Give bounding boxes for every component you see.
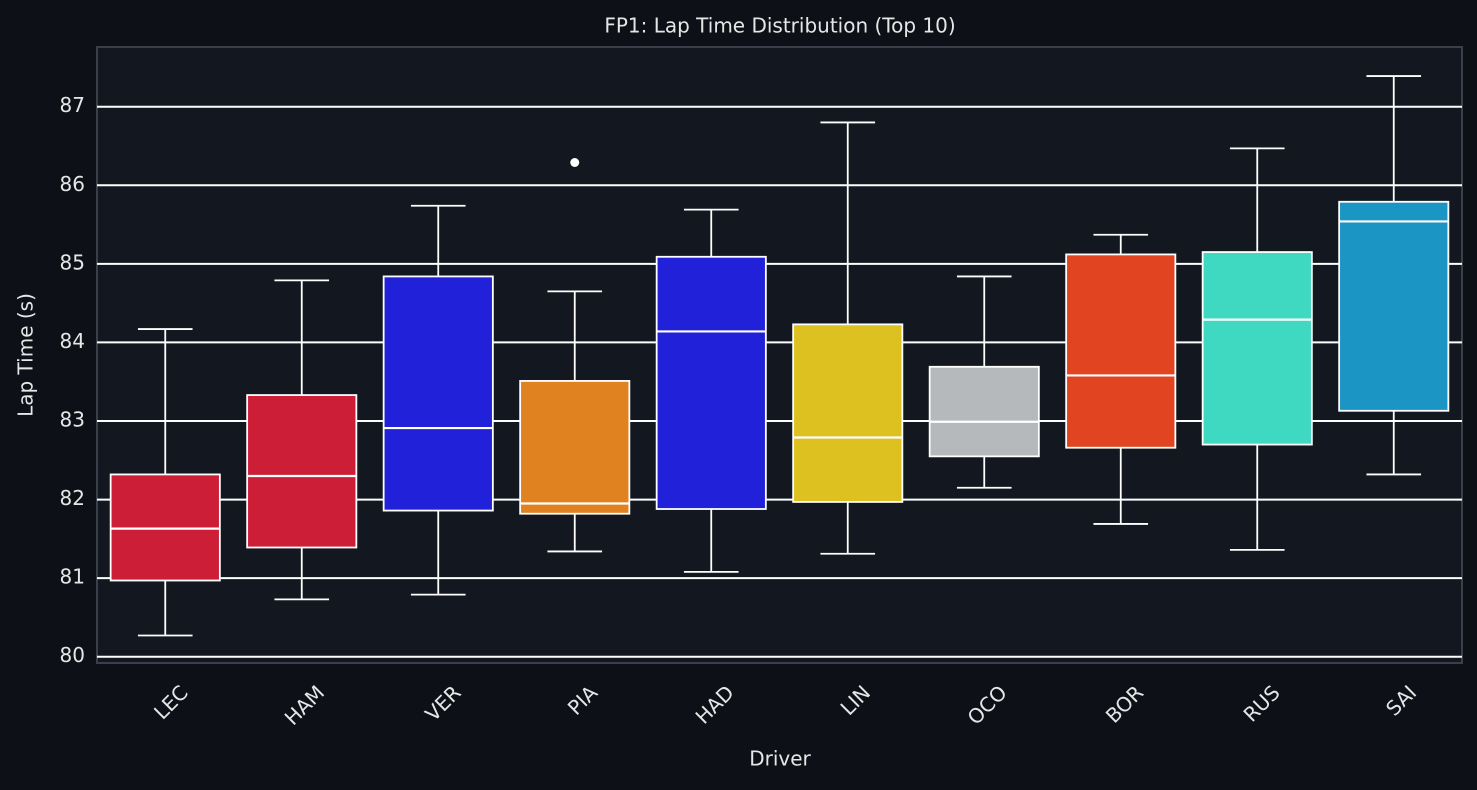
y-tick-label: 84 xyxy=(60,329,85,353)
box xyxy=(655,255,767,510)
box xyxy=(1338,200,1450,412)
y-tick-label: 80 xyxy=(60,643,85,667)
y-tick-label: 82 xyxy=(60,486,85,510)
box xyxy=(109,473,221,582)
y-tick-label: 83 xyxy=(60,408,85,432)
y-tick-label: 86 xyxy=(60,172,85,196)
box xyxy=(1201,251,1313,446)
box xyxy=(519,380,631,515)
box xyxy=(382,275,494,512)
y-axis-label: Lap Time (s) xyxy=(14,293,38,417)
box xyxy=(928,365,1040,458)
x-axis-label: Driver xyxy=(749,747,811,771)
outlier xyxy=(570,158,580,167)
box xyxy=(792,323,904,503)
y-tick-label: 81 xyxy=(60,565,85,589)
box xyxy=(246,394,358,549)
y-tick-label: 85 xyxy=(60,250,85,274)
chart-title: FP1: Lap Time Distribution (Top 10) xyxy=(604,14,955,38)
box xyxy=(1065,253,1177,449)
y-tick-label: 87 xyxy=(60,93,85,117)
